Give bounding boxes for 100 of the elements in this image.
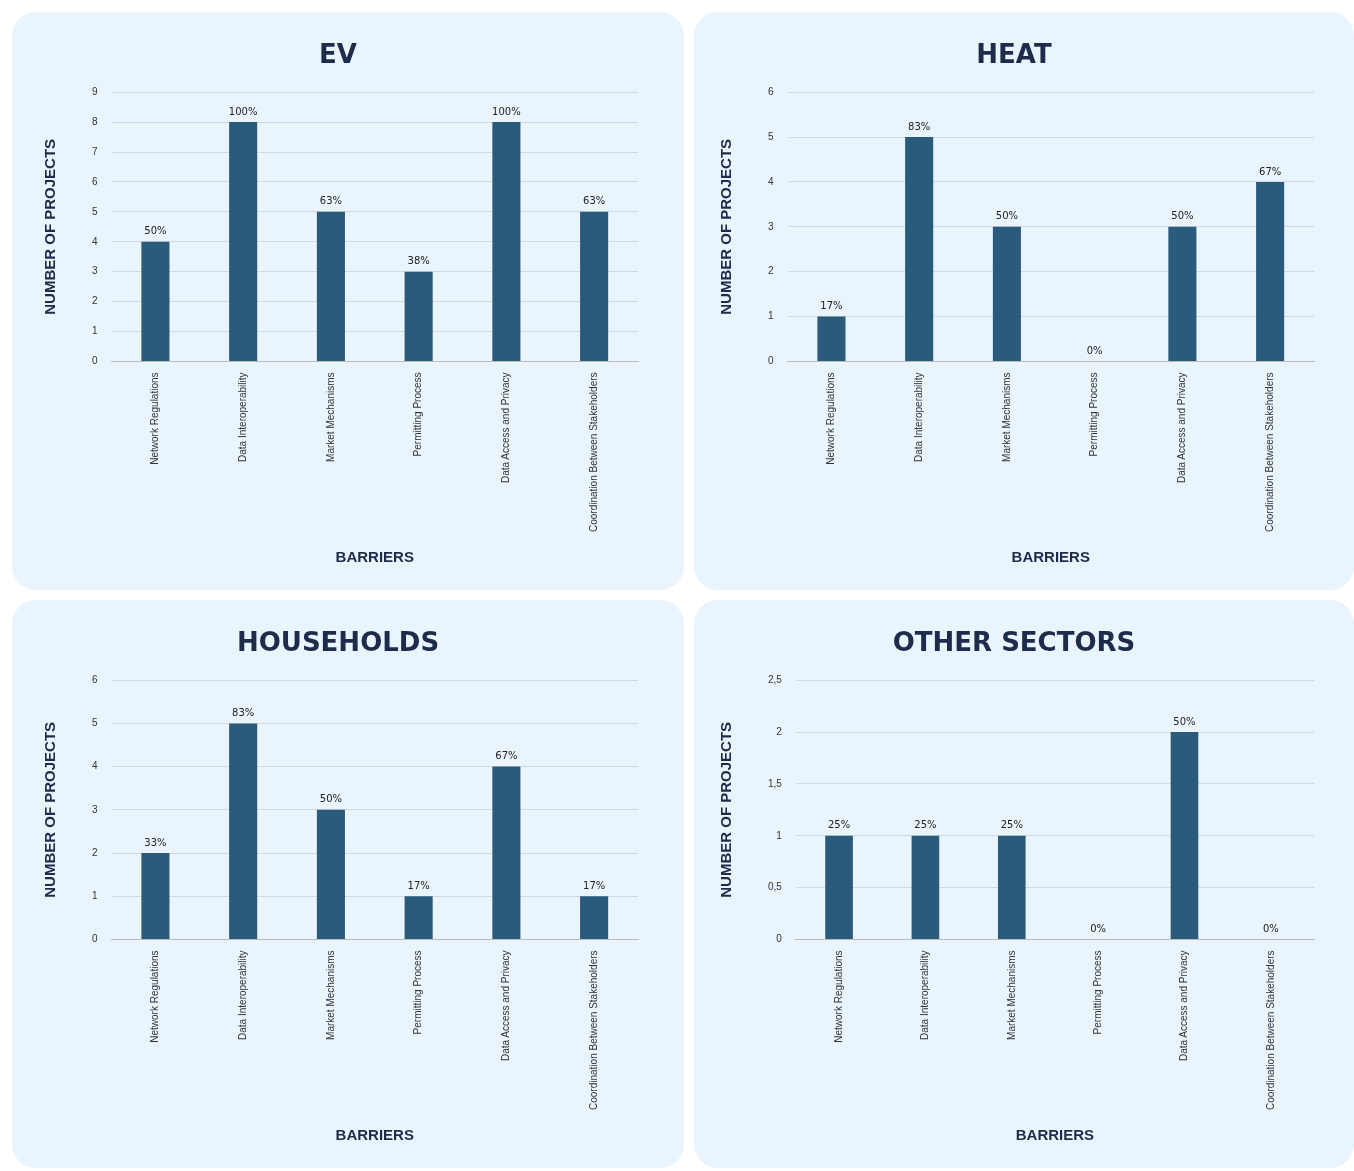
annotation: 63% (583, 195, 606, 207)
y-tick-label: 7 (92, 145, 98, 157)
x-axis-title: BARRIERS (335, 1126, 414, 1144)
y-tick-label: 8 (92, 115, 98, 127)
y-tick-label: 1 (92, 325, 98, 337)
y-tick-label: 0,5 (768, 881, 783, 893)
chart-title: HEAT (976, 39, 1052, 70)
bar (316, 809, 345, 939)
bar (229, 122, 258, 361)
x-tick-label: Permitting Process (1091, 950, 1103, 1035)
y-tick-label: 4 (92, 235, 98, 247)
y-tick-label: 4 (92, 760, 98, 772)
y-tick-label: 0 (92, 355, 98, 367)
y-tick-label: 5 (92, 717, 98, 729)
bar (229, 723, 258, 939)
y-tick-label: 5 (92, 205, 98, 217)
x-tick-label: Coordination Between Stakeholders (587, 950, 599, 1110)
chart-title: HOUSEHOLDS (236, 627, 440, 658)
x-tick-label: Data Interoperability (236, 950, 248, 1040)
y-tick-label: 3 (768, 220, 774, 232)
bar (580, 211, 609, 361)
y-tick-label: 4 (768, 175, 774, 187)
bar (905, 137, 934, 361)
chart-title: EV (319, 39, 357, 70)
y-tick-label: 0 (92, 933, 98, 945)
annotation: 50% (144, 225, 167, 237)
x-tick-label: Data Access and Privacy (500, 372, 512, 484)
annotation: 100% (492, 105, 521, 117)
y-tick-label: 2 (92, 846, 98, 858)
y-tick-label: 6 (768, 85, 774, 97)
bar (492, 766, 521, 939)
chart-title: OTHER SECTORS (892, 627, 1136, 658)
annotation: 50% (1173, 715, 1196, 727)
y-tick-label: 1 (768, 310, 774, 322)
annotation: 0% (1086, 345, 1103, 357)
x-tick-label: Data Interoperability (919, 950, 931, 1040)
annotation: 0% (1090, 923, 1107, 935)
y-tick-label: 3 (92, 803, 98, 815)
bar (1256, 181, 1285, 361)
annotation: 33% (144, 836, 167, 848)
x-axis-title: BARRIERS (1015, 1126, 1095, 1144)
x-tick-label: Market Mechanisms (1005, 950, 1017, 1040)
y-tick-label: 9 (92, 85, 98, 97)
annotation: 83% (232, 707, 255, 718)
annotation: 17% (583, 879, 606, 891)
x-tick-label: Data Access and Privacy (1176, 372, 1188, 484)
y-axis-title: NUMBER OF PROJECTS (41, 721, 59, 898)
bar (1168, 226, 1197, 361)
bar (404, 896, 433, 939)
y-tick-label: 2 (776, 725, 783, 737)
bar (316, 211, 345, 361)
bar (817, 316, 846, 361)
x-axis-title: BARRIERS (1011, 548, 1090, 566)
y-axis-title: NUMBER OF PROJECTS (717, 721, 735, 898)
y-tick-label: 2,5 (768, 673, 783, 685)
x-tick-label: Data Access and Privacy (1178, 950, 1190, 1062)
x-tick-label: Permitting Process (1088, 372, 1100, 457)
y-tick-label: 6 (92, 673, 98, 685)
y-tick-label: 1 (92, 890, 98, 901)
annotation: 67% (1259, 165, 1282, 177)
annotation: 25% (914, 819, 937, 831)
x-tick-label: Data Access and Privacy (500, 950, 512, 1062)
bar (404, 271, 433, 361)
annotation: 100% (228, 105, 258, 117)
x-tick-label: Market Mechanisms (324, 950, 336, 1040)
x-tick-label: Permitting Process (412, 950, 424, 1035)
y-tick-label: 2 (92, 295, 98, 307)
x-tick-label: Coordination Between Stakeholders (1263, 372, 1275, 532)
x-tick-label: Network Regulations (149, 372, 161, 465)
annotation: 17% (820, 300, 843, 312)
x-tick-label: Data Interoperability (236, 372, 248, 462)
bar (992, 226, 1021, 361)
x-tick-label: Coordination Between Stakeholders (1264, 950, 1276, 1110)
annotation: 17% (407, 879, 430, 891)
x-tick-label: Network Regulations (149, 950, 161, 1043)
annotation: 63% (319, 195, 343, 207)
x-tick-label: Market Mechanisms (1000, 372, 1012, 462)
annotation: 83% (908, 120, 931, 132)
annotation: 50% (1171, 210, 1194, 222)
bar (141, 853, 170, 939)
annotation: 25% (1000, 819, 1023, 831)
y-axis-title: NUMBER OF PROJECTS (717, 138, 735, 315)
x-tick-label: Market Mechanisms (324, 372, 336, 462)
x-tick-label: Data Interoperability (912, 372, 924, 462)
y-tick-label: 2 (768, 265, 774, 277)
y-tick-label: 6 (92, 175, 98, 187)
x-tick-label: Permitting Process (412, 372, 424, 457)
y-tick-label: 1,5 (768, 777, 783, 789)
annotation: 25% (827, 819, 851, 831)
x-tick-label: Network Regulations (832, 950, 844, 1043)
y-tick-label: 0 (776, 933, 783, 945)
y-axis-title: NUMBER OF PROJECTS (41, 138, 59, 315)
annotation: 0% (1262, 923, 1279, 935)
bar (580, 896, 609, 939)
x-tick-label: Network Regulations (825, 372, 837, 465)
x-axis-title: BARRIERS (335, 548, 414, 566)
y-tick-label: 3 (92, 265, 98, 277)
bar (141, 241, 170, 361)
annotation: 67% (495, 750, 518, 762)
bar (492, 122, 521, 361)
